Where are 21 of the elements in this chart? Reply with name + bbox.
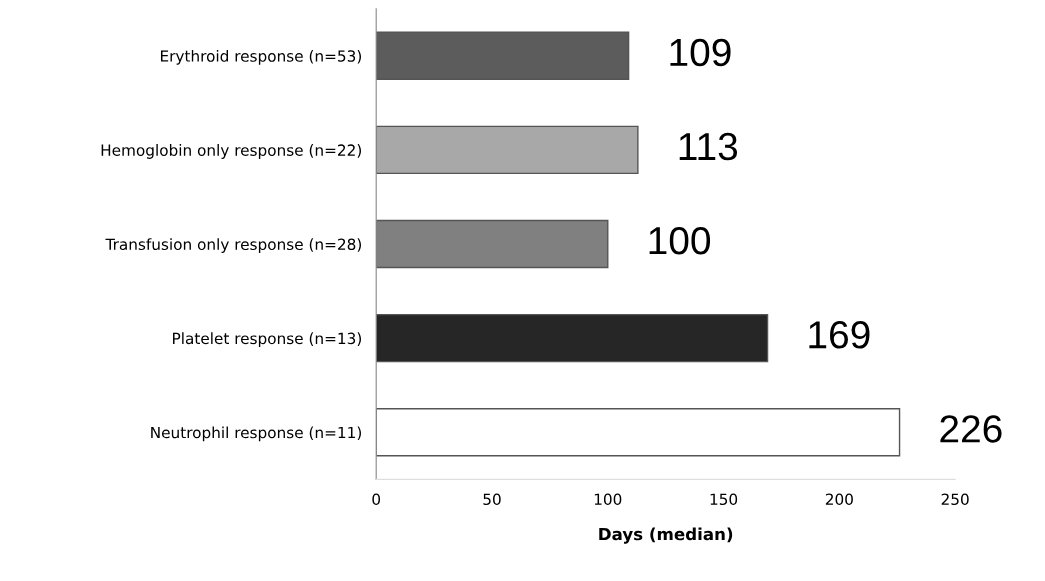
bar: [376, 31, 630, 81]
x-tick-label: 150: [710, 493, 738, 506]
data-label: 100: [649, 226, 711, 255]
data-label: 169: [809, 321, 870, 349]
data-label: 109: [670, 38, 731, 67]
bar: [376, 313, 769, 363]
data-label: 113: [679, 132, 738, 161]
x-tick-label: 50: [483, 493, 501, 506]
bar: [376, 125, 639, 175]
x-axis-title: Days (median): [599, 527, 733, 544]
y-tick-label: Erythroid response (n=53): [160, 49, 361, 65]
data-label: 226: [940, 415, 1002, 443]
y-tick-label: Transfusion only response (n=28): [105, 238, 361, 253]
y-tick-label: Platelet response (n=13): [173, 332, 361, 348]
y-tick-label: Neutrophil response (n=11): [151, 426, 361, 442]
x-tick-label: 250: [941, 493, 969, 506]
y-tick-label: Hemoglobin only response (n=22): [101, 144, 361, 159]
bar: [376, 408, 901, 457]
x-tick-label: 100: [594, 493, 622, 506]
x-tick-label: 200: [825, 493, 853, 506]
x-tick-label: 0: [372, 493, 381, 506]
